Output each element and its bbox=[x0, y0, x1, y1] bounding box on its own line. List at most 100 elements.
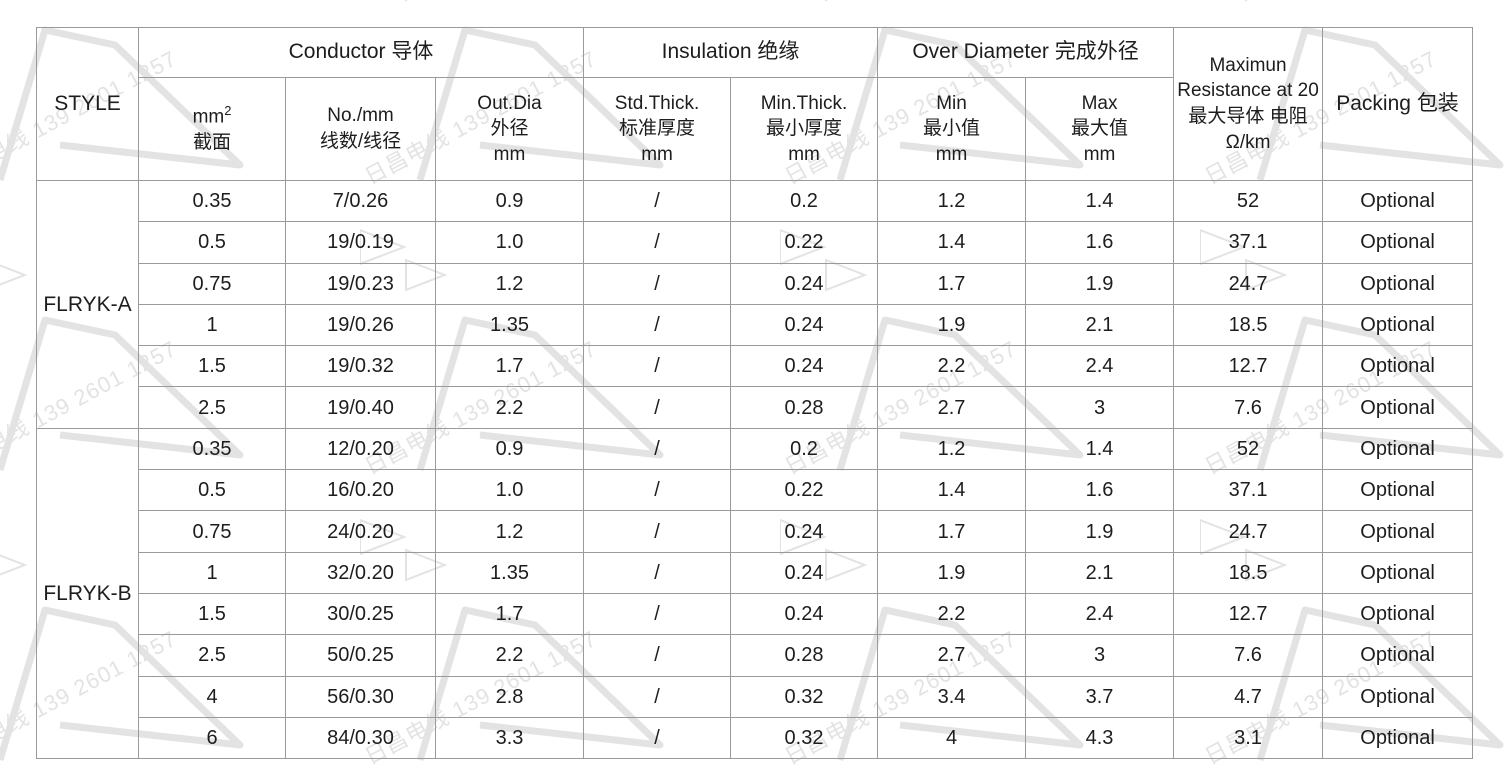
cell-min-thickness: 0.28 bbox=[730, 386, 879, 429]
cell-max-resistance: 52 bbox=[1173, 427, 1324, 471]
header-max-resistance-line1: Maximun bbox=[1209, 54, 1287, 76]
header-sub-min-thickness-line2: 最小厚度 bbox=[766, 118, 843, 140]
cell-od-max: 1.6 bbox=[1025, 469, 1175, 512]
cell-out-dia: 2.2 bbox=[434, 634, 585, 677]
cell-std-thickness: / bbox=[583, 551, 732, 594]
header-style: STYLE bbox=[36, 27, 139, 181]
cell-min-thickness: 0.2 bbox=[730, 179, 879, 223]
cell-od-max: 3 bbox=[1025, 634, 1175, 677]
cell-min-thickness: 0.22 bbox=[730, 469, 879, 512]
cell-no-per-mm: 7/0.26 bbox=[285, 179, 436, 223]
cell-od-min: 1.9 bbox=[877, 551, 1027, 594]
table-row: 1 19/0.26 1.35/0.24 1.9 2.1 18.5 Optional bbox=[37, 303, 1474, 347]
header-sub-std-thickness: Std.Thick. 标准厚度 mm bbox=[583, 77, 732, 181]
cell-od-max: 4.3 bbox=[1025, 716, 1175, 760]
table-header: STYLE Conductor 导体 Insulation 绝缘 Over Di… bbox=[36, 27, 1474, 181]
header-packing: Packing 包装 bbox=[1322, 27, 1474, 181]
cell-od-min: 2.2 bbox=[877, 345, 1027, 388]
header-sub-od-max: Max 最大值 mm bbox=[1025, 77, 1175, 181]
cell-cross-section: 1 bbox=[138, 551, 286, 594]
header-group-insulation: Insulation 绝缘 bbox=[583, 27, 879, 78]
cell-od-max: 3 bbox=[1025, 386, 1175, 429]
cell-od-min: 1.4 bbox=[877, 221, 1027, 264]
cell-packing: Optional bbox=[1322, 592, 1474, 636]
cell-out-dia: 2.2 bbox=[434, 386, 585, 429]
cell-cross-section: 1 bbox=[138, 303, 286, 347]
cell-no-per-mm: 12/0.20 bbox=[285, 427, 436, 471]
header-sub-mm2: mm2 截面 bbox=[138, 77, 286, 181]
cell-out-dia: 1.7 bbox=[434, 592, 585, 636]
cell-std-thickness: / bbox=[583, 262, 732, 305]
table-body: FLRYK-A 0.35 7/0.26 0.9/0.2 1.2 1.4 52 Optional… bbox=[36, 179, 1474, 760]
header-sub-mm2-sup: 2 bbox=[224, 103, 232, 119]
header-sub-mm2-line1: mm2 bbox=[192, 103, 232, 128]
cell-od-max: 1.9 bbox=[1025, 262, 1175, 305]
cell-od-max: 1.4 bbox=[1025, 179, 1175, 223]
cell-no-per-mm: 19/0.23 bbox=[285, 262, 436, 305]
cell-max-resistance: 4.7 bbox=[1173, 675, 1324, 718]
cell-od-min: 4 bbox=[877, 716, 1027, 760]
cell-std-thickness: / bbox=[583, 510, 732, 553]
header-sub-min-thickness-line1: Min.Thick. bbox=[760, 92, 848, 114]
header-group-over-diameter: Over Diameter 完成外径 bbox=[877, 27, 1175, 78]
table-row: 4 56/0.30 2.8/0.32 3.4 3.7 4.7 Optional bbox=[37, 675, 1474, 718]
header-sub-out-dia: Out.Dia 外径 mm bbox=[434, 77, 585, 181]
cell-max-resistance: 24.7 bbox=[1173, 262, 1324, 305]
header-group-conductor: Conductor 导体 bbox=[137, 27, 585, 78]
specification-table-container: STYLE Conductor 导体 Insulation 绝缘 Over Di… bbox=[36, 27, 1474, 760]
cell-packing: Optional bbox=[1322, 221, 1474, 264]
cell-out-dia: 0.9 bbox=[434, 427, 585, 471]
table-row: FLRYK-A 0.35 7/0.26 0.9/0.2 1.2 1.4 52 Optional bbox=[36, 179, 1474, 429]
cell-od-min: 1.2 bbox=[877, 427, 1027, 471]
cell-od-min: 1.2 bbox=[877, 179, 1027, 223]
table-row: 6 84/0.30 3.3/0.32 4 4.3 3.1 Optional bbox=[37, 716, 1474, 760]
cell-od-min: 2.7 bbox=[877, 634, 1027, 677]
cell-od-min: 1.9 bbox=[877, 303, 1027, 347]
table-row: 2.5 19/0.40 2.2/0.28 2.7 3 7.6 Optional bbox=[37, 386, 1474, 429]
cable-specification-table: STYLE Conductor 导体 Insulation 绝缘 Over Di… bbox=[36, 27, 1474, 760]
cell-out-dia: 1.2 bbox=[434, 510, 585, 553]
table-row: FLRYK-B 0.35 12/0.20 0.9/0.2 1.2 1.4 52 Optiona… bbox=[36, 427, 1474, 760]
cell-max-resistance: 18.5 bbox=[1173, 303, 1324, 347]
cell-no-per-mm: 19/0.26 bbox=[285, 303, 436, 347]
cell-no-per-mm: 84/0.30 bbox=[285, 716, 436, 760]
cell-out-dia: 2.8 bbox=[434, 675, 585, 718]
cell-packing: Optional bbox=[1322, 179, 1474, 223]
cell-min-thickness: 0.32 bbox=[730, 675, 879, 718]
table-row: 2.5 50/0.25 2.2/0.28 2.7 3 7.6 Optional bbox=[37, 634, 1474, 677]
header-sub-std-thickness-line1: Std.Thick. bbox=[614, 92, 700, 114]
cell-cross-section: 6 bbox=[138, 716, 286, 760]
cell-out-dia: 1.0 bbox=[434, 469, 585, 512]
cell-od-min: 1.7 bbox=[877, 510, 1027, 553]
cell-max-resistance: 18.5 bbox=[1173, 551, 1324, 594]
cell-cross-section: 0.75 bbox=[138, 262, 286, 305]
cell-packing: Optional bbox=[1322, 675, 1474, 718]
cell-packing: Optional bbox=[1322, 303, 1474, 347]
header-sub-out-dia-line2: 外径 bbox=[490, 118, 529, 140]
cell-std-thickness: / bbox=[583, 716, 732, 760]
cell-od-max: 2.1 bbox=[1025, 303, 1175, 347]
cell-od-min: 2.2 bbox=[877, 592, 1027, 636]
cell-std-thickness: / bbox=[583, 469, 732, 512]
header-sub-od-min-line2: 最小值 bbox=[923, 118, 981, 140]
cell-max-resistance: 3.1 bbox=[1173, 716, 1324, 760]
cell-no-per-mm: 16/0.20 bbox=[285, 469, 436, 512]
cell-od-min: 1.4 bbox=[877, 469, 1027, 512]
header-packing-line2: 包装 bbox=[1416, 91, 1459, 115]
cell-out-dia: 1.7 bbox=[434, 345, 585, 388]
header-sub-min-thickness-line3: mm bbox=[788, 143, 820, 165]
cell-cross-section: 0.35 bbox=[138, 427, 286, 471]
cell-od-max: 1.6 bbox=[1025, 221, 1175, 264]
header-sub-od-min-line1: Min bbox=[936, 92, 967, 114]
cell-cross-section: 1.5 bbox=[138, 592, 286, 636]
cell-packing: Optional bbox=[1322, 510, 1474, 553]
cell-od-min: 1.7 bbox=[877, 262, 1027, 305]
cell-no-per-mm: 19/0.19 bbox=[285, 221, 436, 264]
table-row: 0.5 16/0.20 1.0/0.22 1.4 1.6 37.1 Optional bbox=[37, 469, 1474, 512]
cell-od-max: 2.4 bbox=[1025, 592, 1175, 636]
header-packing-line1: Packing bbox=[1336, 91, 1411, 115]
header-sub-std-thickness-line2: 标准厚度 bbox=[619, 118, 696, 140]
header-row-groups: STYLE Conductor 导体 Insulation 绝缘 Over Di… bbox=[36, 27, 1474, 181]
cell-style-flryk-a: FLRYK-A bbox=[36, 180, 139, 429]
header-sub-od-min: Min 最小值 mm bbox=[877, 77, 1027, 181]
